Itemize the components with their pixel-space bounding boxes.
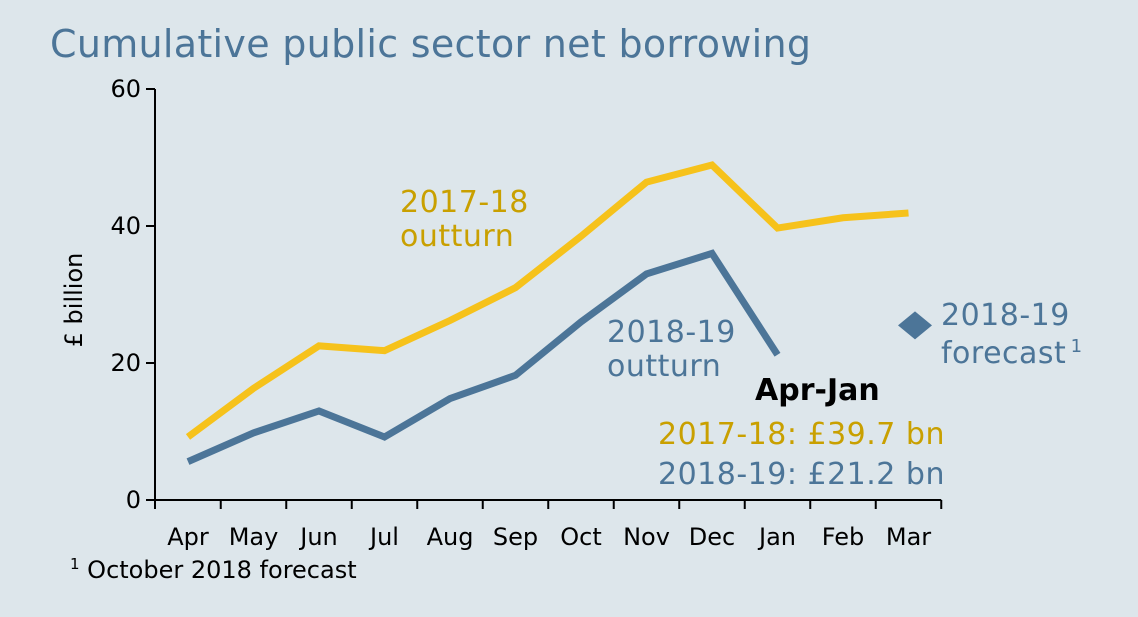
forecast-marker — [898, 311, 932, 340]
x-tick-label: Oct — [560, 523, 602, 551]
x-tick-label: Feb — [822, 523, 865, 551]
x-tick-label: Jun — [298, 523, 338, 551]
forecast-label: 2018-19 — [941, 298, 1070, 333]
forecast-superscript: 1 — [1071, 336, 1083, 357]
series-label-1: outturn — [400, 219, 514, 254]
summary-line: 2018-19: £21.2 bn — [658, 457, 945, 492]
x-tick-label: Jul — [368, 523, 399, 551]
axes: 0 20 40 60 Apr May Jun Jul Aug Sep Oct Nov Dec Jan Feb… — [60, 75, 943, 551]
footnote-text: October 2018 forecast — [79, 556, 357, 584]
y-tick-label: 40 — [110, 212, 141, 240]
footnote: 1 October 2018 forecast — [70, 555, 357, 584]
summary-line: 2017-18: £39.7 bn — [658, 417, 945, 452]
y-axis-label: £ billion — [60, 253, 88, 348]
summary-title: Apr-Jan — [755, 373, 880, 408]
series-label-1: 2017-18 — [400, 185, 529, 220]
series-line-2 — [186, 249, 781, 465]
x-tick-label: Nov — [623, 523, 670, 551]
annotations: 2017-18outturn2018-19outturn2018-19forec… — [400, 185, 1083, 492]
y-tick-label: 20 — [110, 349, 141, 377]
series-line-1 — [185, 161, 909, 440]
series-lines — [185, 161, 909, 465]
x-tick-label: Sep — [493, 523, 538, 551]
x-tick-label: Mar — [886, 523, 931, 551]
x-tick-label: May — [229, 523, 279, 551]
footnote-marker: 1 — [70, 555, 80, 573]
y-tick-label: 0 — [126, 486, 141, 514]
x-tick-label: Jan — [757, 523, 796, 551]
chart-title: Cumulative public sector net borrowing — [50, 22, 812, 66]
forecast-label: forecast — [941, 336, 1066, 371]
y-tick-label: 60 — [110, 75, 141, 103]
x-tick-label: Dec — [689, 523, 735, 551]
x-tick-label: Aug — [427, 523, 474, 551]
series-label-2: 2018-19 — [607, 315, 736, 350]
series-label-2: outturn — [607, 349, 721, 384]
x-tick-label: Apr — [167, 523, 209, 551]
